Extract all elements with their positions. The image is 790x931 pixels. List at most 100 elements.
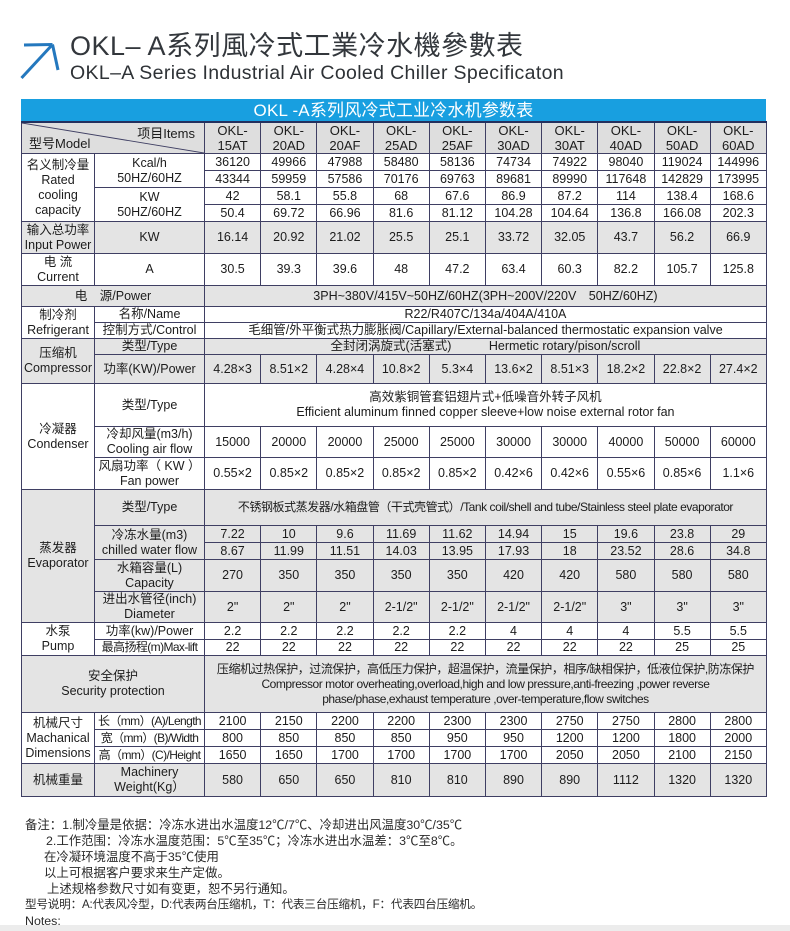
value-cell: 5.5 bbox=[653, 622, 711, 640]
value-cell: 2050 bbox=[597, 746, 655, 764]
value-cell: 580 bbox=[597, 559, 655, 592]
value-cell: 30.5 bbox=[203, 253, 262, 286]
spec-sheet: OKL -A系列风冷式工业冷水机参数表 型号Model 项目Items OKL-15… bbox=[21, 99, 767, 797]
value-cell: 1200 bbox=[597, 729, 655, 747]
item-label-refrigerant-control: 控制方式/Control bbox=[94, 322, 205, 339]
value-cell: 42 bbox=[203, 187, 262, 205]
value-cell: 18.2×2 bbox=[597, 354, 655, 384]
value-cell: 48 bbox=[372, 253, 430, 286]
note-line: 上述规格参数尺寸如有变更，恕不另行通知。 bbox=[47, 882, 295, 896]
value-cell: 890 bbox=[541, 763, 599, 797]
value-cell: 30000 bbox=[484, 426, 543, 458]
value-cell: 125.8 bbox=[709, 253, 767, 286]
value-cell: 119024 bbox=[653, 153, 711, 171]
model-header: OKL-60AD bbox=[709, 121, 767, 154]
value-cell: 138.4 bbox=[653, 187, 711, 205]
row-width: 宽（mm）(B)/Width 800 850 850 850 950 950 1200 1200… bbox=[22, 729, 767, 747]
corner-header-cell: 型号Model 项目Items bbox=[21, 121, 205, 154]
page-header: OKL– A系列風冷式工業冷水機參數表 OKL–A Series Industr… bbox=[0, 0, 790, 99]
value-cell: 4 bbox=[484, 622, 543, 640]
group-compressor: 压缩机 Compressor bbox=[21, 338, 95, 384]
row-compressor-power: 功率(KW)/Power 4.28×3 8.51×2 4.28×4 10.8×2 5.3×… bbox=[22, 354, 767, 384]
value-cell: 60000 bbox=[709, 426, 767, 458]
value-cell: 0.85×2 bbox=[372, 457, 430, 490]
value-condenser-type: 高效紫铜管套铝翅片式+低噪音外转子风机 Efficient aluminum f… bbox=[204, 383, 767, 427]
value-cell: 2" bbox=[316, 591, 374, 623]
value-cell: 1320 bbox=[709, 763, 767, 797]
value-cell: 43344 bbox=[203, 170, 262, 188]
value-cell: 580 bbox=[203, 763, 262, 797]
value-cell: 2800 bbox=[653, 712, 711, 730]
value-cell: 2.2 bbox=[316, 622, 374, 640]
note-line: Notes: bbox=[25, 914, 61, 928]
value-cell: 43.7 bbox=[597, 221, 655, 254]
value-cell: 27.4×2 bbox=[709, 354, 767, 384]
value-cell: 36120 bbox=[203, 153, 262, 171]
value-cell: 57586 bbox=[316, 170, 374, 188]
value-cell: 850 bbox=[260, 729, 318, 747]
value-cell: 168.6 bbox=[709, 187, 767, 205]
value-cell: 2750 bbox=[541, 712, 599, 730]
page-title: OKL– A系列風冷式工業冷水機參數表 bbox=[70, 31, 524, 61]
value-cell: 420 bbox=[541, 559, 599, 592]
value-cell: 22 bbox=[484, 639, 543, 656]
group-current: 电 流 Current bbox=[21, 253, 95, 286]
row-compressor-type: 压缩机 Compressor 类型/Type 全封闭涡旋式(活塞式) Hermeti… bbox=[21, 338, 767, 384]
value-cell: 67.6 bbox=[428, 187, 486, 205]
item-label-evaporator-type: 类型/Type bbox=[94, 489, 205, 526]
group-dimensions: 机械尺寸 Machanical Dimensions bbox=[21, 712, 95, 764]
value-cell: 420 bbox=[484, 559, 543, 592]
value-cell: 58480 bbox=[372, 153, 430, 171]
value-cell: 14.03 bbox=[372, 542, 430, 560]
item-label-max-lift: 最高扬程(m)Max-lift bbox=[94, 639, 205, 656]
value-cell: 56.2 bbox=[653, 221, 711, 254]
value-cell: 22 bbox=[316, 639, 374, 656]
item-label-length: 长（mm）(A)/Length bbox=[94, 712, 205, 730]
value-cell: 7.22 bbox=[203, 525, 262, 543]
row-length: 机械尺寸 Machanical Dimensions 长（mm）(A)/Lengt… bbox=[21, 712, 767, 764]
value-cell: 70176 bbox=[372, 170, 430, 188]
value-cell: 30000 bbox=[541, 426, 599, 458]
value-cell: 23.52 bbox=[597, 542, 655, 560]
model-header: OKL-40AD bbox=[597, 121, 655, 154]
group-refrigerant: 制冷剂 Refrigerant bbox=[21, 306, 95, 339]
corner-model-label: 型号Model bbox=[29, 136, 91, 151]
value-cell: 15000 bbox=[203, 426, 262, 458]
value-cell: 2100 bbox=[203, 712, 262, 730]
value-cell: 2.2 bbox=[260, 622, 318, 640]
value-cell: 40000 bbox=[597, 426, 655, 458]
value-cell: 0.42×6 bbox=[541, 457, 599, 490]
value-cell: 14.94 bbox=[484, 525, 543, 543]
value-cell: 650 bbox=[260, 763, 318, 797]
value-cell: 8.67 bbox=[203, 542, 262, 560]
table-banner: OKL -A系列风冷式工业冷水机参数表 bbox=[21, 99, 766, 121]
model-header: OKL-25AF bbox=[428, 121, 486, 154]
value-cell: 1200 bbox=[541, 729, 599, 747]
value-cell: 4 bbox=[541, 622, 599, 640]
value-cell: 47988 bbox=[316, 153, 374, 171]
value-cell: 0.85×6 bbox=[653, 457, 711, 490]
group-pump: 水泵 Pump bbox=[21, 622, 95, 656]
value-cell: 11.69 bbox=[372, 525, 430, 543]
value-cell: 2.2 bbox=[203, 622, 262, 640]
value-cell: 5.5 bbox=[709, 622, 767, 640]
value-cell: 800 bbox=[203, 729, 262, 747]
row-chilled-water-50hz: 冷冻水量(m3) chilled water flow 7.22 10 9.6 11.6… bbox=[22, 525, 767, 560]
value-cell: 2.2 bbox=[428, 622, 486, 640]
value-cell: 4.28×4 bbox=[316, 354, 374, 384]
value-cell: 1.1×6 bbox=[709, 457, 767, 490]
value-cell: 3" bbox=[597, 591, 655, 623]
value-cell: 0.85×2 bbox=[260, 457, 318, 490]
value-cell: 950 bbox=[484, 729, 543, 747]
value-cell: 350 bbox=[372, 559, 430, 592]
item-label-compressor-type: 类型/Type bbox=[94, 338, 205, 355]
value-cell: 60.3 bbox=[541, 253, 599, 286]
value-cell: 11.51 bbox=[316, 542, 374, 560]
value-cell: 2050 bbox=[541, 746, 599, 764]
row-fan-power: 风扇功率（ KW ） Fan power 0.55×2 0.85×2 0.85×2 0.… bbox=[22, 457, 767, 490]
value-cell: 104.28 bbox=[484, 204, 543, 222]
value-cell: 1320 bbox=[653, 763, 711, 797]
value-cell: 1112 bbox=[597, 763, 655, 797]
diagonal-line bbox=[22, 123, 204, 153]
row-security-protection: 安全保护 Security protection 压缩机过热保护，过流保护，高低压… bbox=[21, 655, 767, 713]
